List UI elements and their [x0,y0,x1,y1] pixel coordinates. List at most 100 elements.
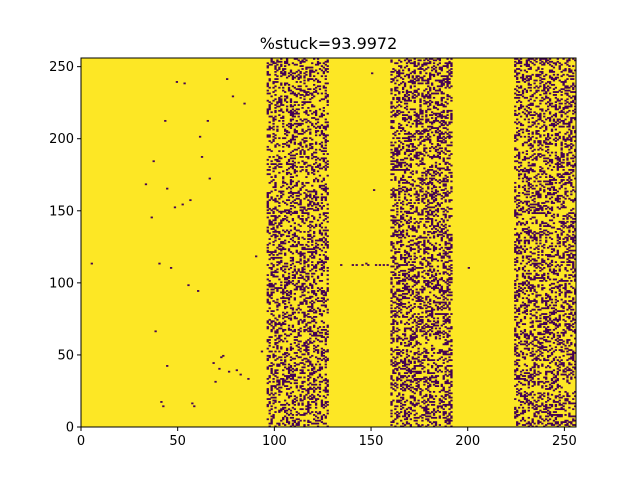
unstuck-cell [278,262,281,265]
unstuck-cell [400,210,403,213]
unstuck-cell [417,279,420,282]
unstuck-cell [303,95,306,98]
unstuck-cell [309,194,312,197]
unstuck-cell [301,268,304,271]
unstuck-cell [442,235,445,238]
unstuck-cell [438,193,441,196]
unstuck-cell [446,334,449,337]
unstuck-cell [392,261,395,264]
unstuck-cell [272,81,275,83]
unstuck-cell [403,82,407,85]
unstuck-cell [272,215,275,217]
unstuck-cell [400,220,403,223]
unstuck-cell [272,135,275,138]
unstuck-cell [421,187,424,190]
unstuck-cell [276,323,279,326]
unstuck-cell [432,245,436,248]
unstuck-cell [430,213,434,216]
unstuck-cell [390,383,393,386]
unstuck-cell [409,372,412,375]
unstuck-cell [429,310,432,313]
unstuck-cell [427,218,430,220]
unstuck-cell [268,402,271,405]
unstuck-cell [429,383,432,386]
unstuck-cell [287,83,291,86]
unstuck-cell [394,150,397,153]
unstuck-cell [401,72,405,75]
unstuck-cell [392,271,395,274]
unstuck-cell [324,135,327,138]
unstuck-cell [320,202,324,204]
unstuck-cell [309,109,312,112]
unstuck-cell [390,141,393,144]
unstuck-cell [450,278,453,281]
unstuck-cell [421,210,424,213]
unstuck-cell [444,86,447,89]
unstuck-cell [440,104,443,106]
unstuck-cell [436,115,440,118]
unstuck-cell [307,212,310,215]
unstuck-cell [287,380,291,383]
unstuck-cell [396,213,399,216]
unstuck-cell [419,112,422,115]
unstuck-cell [311,154,314,157]
unstuck-cell [309,235,312,238]
unstuck-cell [282,275,285,278]
unstuck-cell [272,117,275,119]
unstuck-cell [295,184,298,187]
unstuck-cell [322,85,325,88]
unstuck-cell [396,202,399,204]
unstuck-cell [266,192,269,194]
unstuck-cell [276,287,279,289]
unstuck-cell [297,115,300,118]
unstuck-cell [442,115,445,118]
unstuck-cell [442,362,445,364]
unstuck-cell [421,183,424,186]
unstuck-cell [314,411,318,413]
unstuck-cell [270,163,273,166]
unstuck-cell [307,390,310,393]
unstuck-cell [401,216,405,219]
unstuck-cell [419,98,422,101]
unstuck-cell [434,416,438,419]
unstuck-cell [326,235,329,238]
unstuck-cell [394,82,397,85]
unstuck-cell [301,311,304,314]
unstuck-cell [396,168,399,171]
unstuck-cell [413,333,416,336]
unstuck-cell [403,328,407,331]
unstuck-cell [396,114,399,116]
unstuck-cell [421,377,424,380]
unstuck-cell [438,179,441,181]
unstuck-cell [446,144,449,147]
unstuck-cell [278,323,281,326]
unstuck-cell [280,233,283,236]
unstuck-cell [444,223,447,226]
unstuck-cell [309,327,312,330]
unstuck-cell [421,92,424,95]
unstuck-cell [444,281,447,284]
unstuck-cell [316,425,320,428]
unstuck-cell [423,245,426,248]
unstuck-cell [291,347,295,350]
unstuck-cell [272,258,275,261]
unstuck-cell [423,252,426,255]
unstuck-cell [427,212,430,215]
unstuck-cell [415,379,418,382]
unstuck-cell [324,144,327,147]
unstuck-cell [432,383,436,386]
unstuck-cell [403,372,407,375]
unstuck-cell [280,63,283,66]
unstuck-cell [322,357,325,360]
unstuck-cell [295,422,298,425]
unstuck-cell [430,344,434,347]
unstuck-cell [411,96,414,99]
unstuck-cell [396,151,399,154]
unstuck-cell [303,398,306,400]
unstuck-cell [305,109,308,112]
unstuck-cell [415,327,418,330]
unstuck-cell [442,121,445,124]
unstuck-cell [297,333,300,336]
unstuck-cell [390,81,393,83]
unstuck-cell [280,267,283,269]
